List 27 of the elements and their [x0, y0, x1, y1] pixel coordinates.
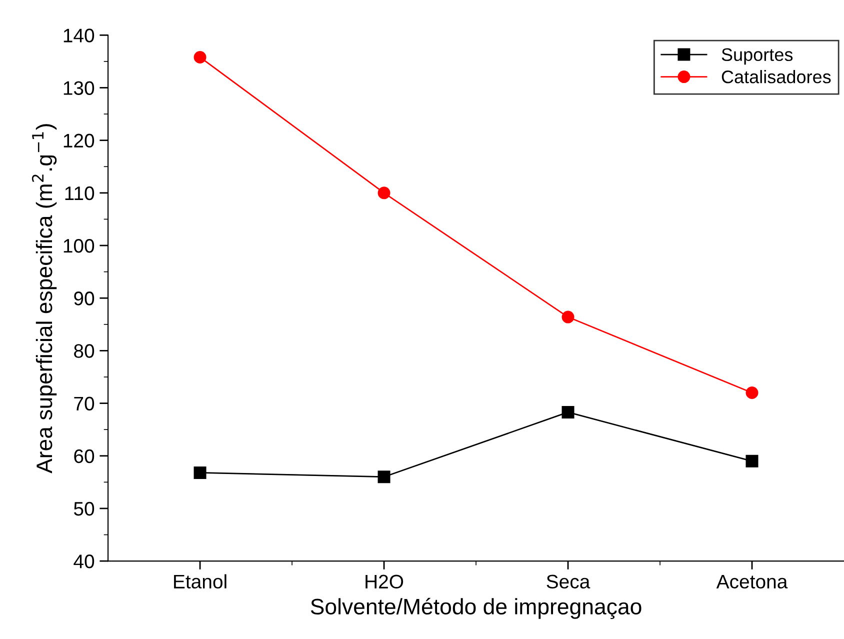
- y-tick-label: 130: [64, 81, 94, 95]
- y-tick-label: 90: [74, 292, 94, 306]
- y-tick-label: 120: [64, 134, 94, 148]
- x-tick-label: Seca: [546, 574, 590, 589]
- point: [378, 470, 390, 484]
- point: [562, 406, 574, 418]
- y-tick-label: 60: [74, 449, 94, 464]
- x-axis-title: Solvente/Método de impregnaçao: [310, 598, 642, 619]
- point: [562, 310, 574, 324]
- point: [746, 454, 758, 468]
- legend-label: Suportes: [722, 48, 793, 65]
- point: [746, 386, 758, 400]
- x-tick-label: H2O: [366, 574, 404, 589]
- y-tick-label: 70: [74, 396, 94, 411]
- x-tick-label: Acetona: [716, 574, 788, 589]
- y-tick-label: 50: [74, 502, 94, 516]
- point: [194, 50, 206, 64]
- y-tick-label: 100: [64, 238, 94, 253]
- point: [378, 186, 390, 200]
- legend-label: Catalisadores: [722, 70, 831, 84]
- x-tick-label: Etanol: [174, 574, 226, 589]
- y-tick-label: 80: [74, 344, 94, 358]
- y-axis-title: Area superficial especifica (m$^{2}$.g$^{−1}$): [32, 124, 57, 474]
- y-tick-label: 140: [64, 28, 94, 42]
- y-tick-label: 40: [74, 554, 94, 568]
- point: [194, 466, 206, 479]
- y-tick-label: 110: [65, 186, 94, 200]
